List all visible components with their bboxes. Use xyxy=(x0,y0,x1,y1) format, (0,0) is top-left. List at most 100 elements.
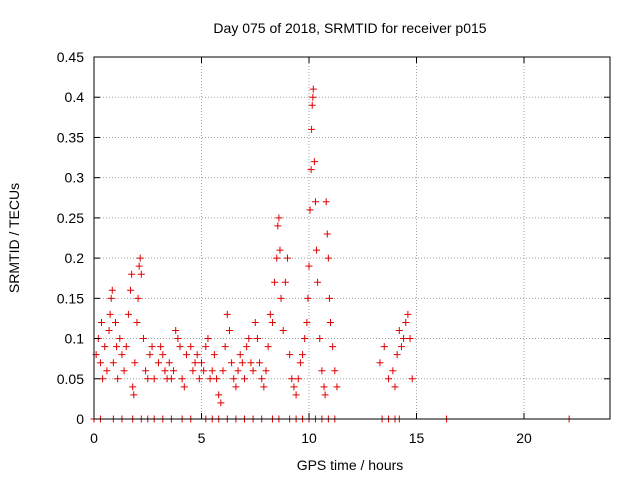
data-point xyxy=(299,351,307,359)
data-point xyxy=(193,351,201,359)
data-point xyxy=(176,343,184,351)
data-point xyxy=(301,335,309,343)
data-point xyxy=(170,367,178,375)
data-point xyxy=(325,294,333,302)
data-point xyxy=(376,359,384,367)
x-tick-label: 5 xyxy=(198,430,206,446)
data-point xyxy=(275,214,283,222)
x-tick-label: 0 xyxy=(90,430,98,446)
data-point xyxy=(327,318,334,326)
data-point xyxy=(219,367,227,375)
data-point xyxy=(241,375,248,383)
data-point xyxy=(144,375,152,383)
data-point xyxy=(106,310,114,318)
data-point xyxy=(172,327,180,335)
data-point xyxy=(215,391,223,399)
data-point xyxy=(322,198,330,206)
data-point xyxy=(133,318,141,326)
data-point xyxy=(204,335,212,343)
data-point xyxy=(284,254,291,262)
data-point xyxy=(109,359,117,367)
data-point xyxy=(313,246,321,254)
data-point xyxy=(380,343,388,351)
data-point xyxy=(136,254,144,262)
data-point xyxy=(180,383,188,391)
data-point xyxy=(202,343,210,351)
data-point xyxy=(99,375,107,383)
data-point xyxy=(208,367,216,375)
data-point xyxy=(308,101,316,109)
y-tick-label: 0.1 xyxy=(65,331,85,347)
data-point xyxy=(127,286,135,294)
data-point xyxy=(134,294,142,302)
data-point xyxy=(306,206,314,214)
data-point xyxy=(167,375,175,383)
y-tick-label: 0.3 xyxy=(65,170,85,186)
y-tick-label: 0.25 xyxy=(57,210,84,226)
data-point xyxy=(402,318,410,326)
data-points xyxy=(90,85,573,423)
y-tick-label: 0.35 xyxy=(57,129,84,145)
plot-frame xyxy=(93,56,611,420)
chart-title: Day 075 of 2018, SRMTID for receiver p01… xyxy=(213,20,486,36)
data-point xyxy=(307,166,315,174)
data-point xyxy=(182,351,190,359)
data-point xyxy=(406,335,414,343)
data-point xyxy=(165,359,173,367)
data-point xyxy=(128,270,136,278)
y-tick-label: 0.2 xyxy=(65,250,85,266)
data-point xyxy=(124,310,132,318)
data-point xyxy=(253,335,261,343)
data-point xyxy=(385,375,393,383)
data-point xyxy=(404,310,412,318)
x-tick-label: 10 xyxy=(301,430,317,446)
data-point xyxy=(249,367,257,375)
data-point xyxy=(118,351,126,359)
data-point xyxy=(266,310,274,318)
data-point xyxy=(292,391,300,399)
data-point xyxy=(189,367,197,375)
data-point xyxy=(391,383,399,391)
data-point xyxy=(274,222,282,230)
data-point xyxy=(155,359,162,367)
data-point xyxy=(321,391,329,399)
grid-lines xyxy=(94,57,610,419)
data-point xyxy=(251,318,259,326)
data-point xyxy=(200,367,208,375)
data-point xyxy=(331,367,339,375)
data-point xyxy=(105,327,113,335)
data-point xyxy=(256,359,264,367)
data-point xyxy=(130,391,138,399)
data-point xyxy=(108,286,116,294)
y-axis-label: SRMTID / TECUs xyxy=(6,183,22,293)
y-tick-label: 0.15 xyxy=(57,290,84,306)
data-point xyxy=(234,367,242,375)
data-point xyxy=(107,294,115,302)
data-point xyxy=(161,367,169,375)
data-point xyxy=(122,343,130,351)
data-point xyxy=(135,262,143,270)
data-point xyxy=(225,327,233,335)
data-point xyxy=(245,335,253,343)
data-point xyxy=(238,359,246,367)
data-point xyxy=(309,85,317,93)
x-axis-ticks: 0 5 10 15 20 xyxy=(90,57,532,446)
data-point xyxy=(288,375,296,383)
data-point xyxy=(243,343,251,351)
data-point xyxy=(309,93,317,101)
data-point xyxy=(223,310,231,318)
data-point xyxy=(333,383,341,391)
y-tick-label: 0.45 xyxy=(57,49,84,65)
data-point xyxy=(262,367,270,375)
data-point xyxy=(150,375,158,383)
data-point xyxy=(191,359,199,367)
data-point xyxy=(393,351,401,359)
data-point xyxy=(279,327,287,335)
data-point xyxy=(142,367,150,375)
data-point xyxy=(148,343,156,351)
data-point xyxy=(304,294,312,302)
data-point xyxy=(131,359,139,367)
data-point xyxy=(318,367,326,375)
y-tick-label: 0 xyxy=(76,411,84,427)
data-point xyxy=(310,158,318,166)
